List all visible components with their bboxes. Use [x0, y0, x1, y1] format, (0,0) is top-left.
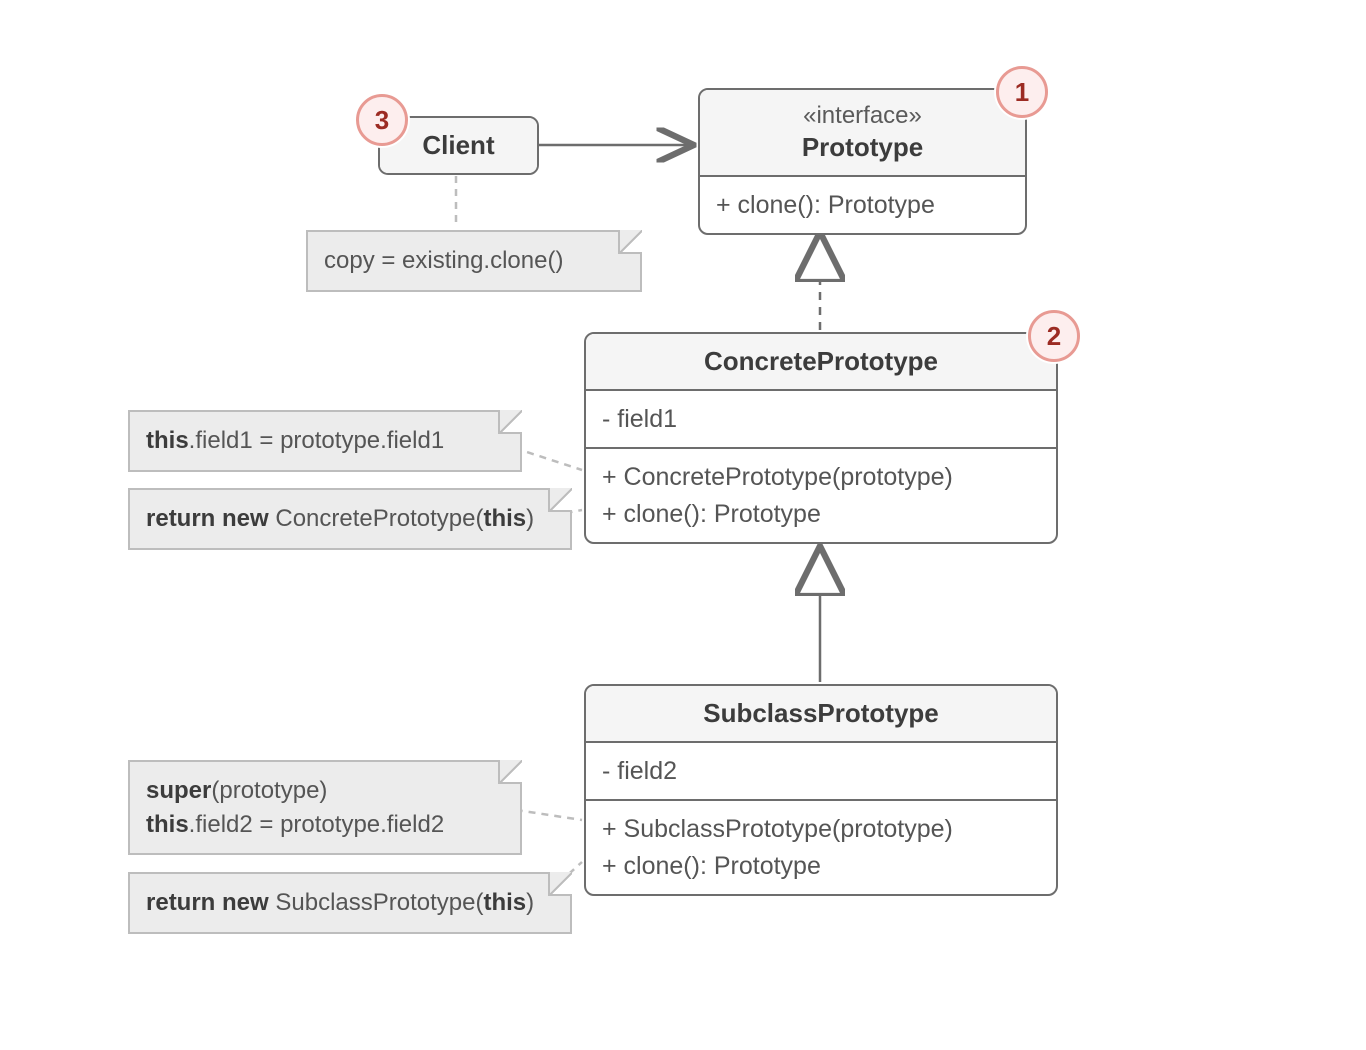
note-concrete-clone-end: ) [526, 505, 534, 532]
note-fold-icon [498, 760, 522, 784]
note-fold-icon [548, 872, 572, 896]
note-concrete-clone-b2: this [483, 505, 526, 532]
class-subclass-clone: + clone(): Prototype [602, 848, 1040, 884]
class-subclass-ctor: + SubclassPrototype(prototype) [602, 811, 1040, 847]
class-concrete-methods: + ConcretePrototype(prototype) + clone()… [586, 449, 1056, 542]
class-concrete-clone: + clone(): Prototype [602, 496, 1040, 532]
stereotype-label: «interface» [714, 102, 1011, 130]
note-fold-icon [548, 488, 572, 512]
class-subclass-methods: + SubclassPrototype(prototype) + clone()… [586, 801, 1056, 894]
class-concrete-field: - field1 [586, 391, 1056, 449]
note-concrete-ctor: this.field1 = prototype.field1 [128, 410, 522, 472]
interface-prototype-method: + clone(): Prototype [700, 177, 1025, 233]
class-subclass-prototype: SubclassPrototype - field2 + SubclassPro… [584, 684, 1058, 896]
interface-prototype-name: Prototype [714, 132, 1011, 163]
note-client-text: copy = existing.clone() [324, 247, 563, 274]
note-client-code: copy = existing.clone() [306, 230, 642, 292]
note-subclass-ctor-l1b: super [146, 777, 211, 804]
class-concrete-title: ConcretePrototype [586, 334, 1056, 391]
class-concrete-prototype: ConcretePrototype - field1 + ConcretePro… [584, 332, 1058, 544]
note-subclass-clone-b1: return new [146, 889, 275, 916]
note-fold-icon [618, 230, 642, 254]
note-subclass-clone-end: ) [526, 889, 534, 916]
note-subclass-ctor: super(prototype) this.field2 = prototype… [128, 760, 522, 855]
note-concrete-clone: return new ConcretePrototype(this) [128, 488, 572, 550]
badge-3: 3 [356, 94, 408, 146]
note-concrete-clone-b1: return new [146, 505, 275, 532]
interface-prototype-title: «interface» Prototype [700, 90, 1025, 177]
note-subclass-ctor-l2b: this [146, 811, 189, 838]
class-subclass-field: - field2 [586, 743, 1056, 801]
note-concrete-ctor-rest: .field1 = prototype.field1 [189, 427, 445, 454]
interface-prototype: «interface» Prototype + clone(): Prototy… [698, 88, 1027, 235]
note-subclass-clone: return new SubclassPrototype(this) [128, 872, 572, 934]
badge-1: 1 [996, 66, 1048, 118]
note-fold-icon [498, 410, 522, 434]
note-concrete-ctor-bold: this [146, 427, 189, 454]
note-subclass-ctor-l1r: (prototype) [211, 777, 327, 804]
class-concrete-ctor: + ConcretePrototype(prototype) [602, 459, 1040, 495]
note-subclass-clone-b2: this [483, 889, 526, 916]
note-subclass-clone-mid: SubclassPrototype( [275, 889, 483, 916]
diagram-stage: Client «interface» Prototype + clone(): … [0, 0, 1366, 1050]
badge-2: 2 [1028, 310, 1080, 362]
class-subclass-title: SubclassPrototype [586, 686, 1056, 743]
note-concrete-clone-mid: ConcretePrototype( [275, 505, 483, 532]
note-subclass-ctor-l2r: .field2 = prototype.field2 [189, 811, 445, 838]
